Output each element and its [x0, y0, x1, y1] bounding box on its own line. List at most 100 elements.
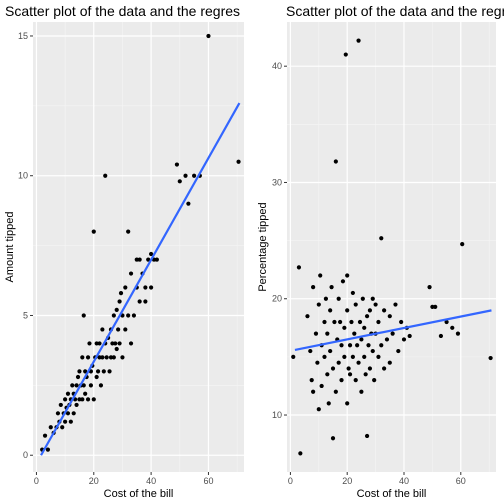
x-axis-title: Cost of the bill	[104, 488, 174, 500]
data-point	[77, 369, 82, 374]
data-point	[117, 341, 122, 346]
data-point	[376, 319, 381, 325]
data-point	[311, 285, 316, 290]
data-point	[131, 313, 137, 318]
data-point	[364, 314, 370, 319]
data-point	[342, 325, 347, 330]
data-point	[353, 378, 358, 383]
data-point	[128, 341, 134, 346]
data-point	[328, 348, 333, 354]
data-point	[338, 319, 343, 325]
panel-1: 0 20 40 60 0 5 10 15 Cost of the bill Amount tipp…	[4, 3, 244, 500]
data-point	[87, 341, 92, 346]
data-point	[206, 33, 211, 39]
data-point	[149, 251, 154, 257]
data-point	[104, 355, 109, 360]
data-point	[95, 369, 101, 374]
data-point	[353, 302, 358, 307]
data-point	[450, 325, 455, 330]
data-point	[333, 389, 338, 394]
data-point	[342, 354, 347, 359]
data-point	[42, 433, 48, 438]
data-point	[347, 372, 353, 377]
x-tick-label: 0	[288, 476, 293, 486]
x-tick-label: 20	[342, 476, 352, 486]
data-point	[366, 343, 371, 348]
data-point	[154, 257, 159, 262]
data-point	[352, 331, 357, 336]
data-point	[384, 337, 390, 342]
data-point	[328, 308, 333, 313]
regression-line	[294, 309, 492, 351]
data-point	[83, 369, 88, 374]
data-point	[322, 319, 327, 325]
data-point	[74, 402, 79, 408]
data-point	[345, 273, 350, 278]
data-point	[379, 343, 384, 348]
data-point	[83, 391, 88, 396]
data-point	[88, 383, 94, 388]
data-point	[349, 319, 354, 325]
data-point	[325, 331, 330, 336]
data-point	[360, 296, 365, 301]
plot-title: Scatter plot of the data and the regres	[5, 3, 240, 19]
data-point	[126, 313, 131, 318]
x-tick-label: 40	[399, 476, 409, 486]
data-point	[330, 436, 336, 441]
data-point	[387, 360, 392, 365]
y-tick-label: 10	[18, 171, 28, 181]
data-point	[357, 319, 363, 325]
data-point	[80, 355, 85, 360]
data-point	[367, 308, 373, 313]
x-axis-title: Cost of the bill	[357, 488, 427, 500]
data-point	[433, 304, 438, 309]
data-point	[350, 354, 355, 359]
data-point	[123, 285, 128, 290]
data-point	[137, 299, 142, 304]
data-point	[192, 173, 197, 178]
data-point	[296, 265, 302, 270]
y-tick-label: 40	[272, 61, 282, 71]
data-point	[362, 325, 367, 330]
data-point	[123, 327, 128, 332]
data-point	[114, 307, 119, 312]
x-tick-label: 20	[89, 476, 99, 486]
data-point	[319, 383, 324, 389]
data-point	[143, 285, 148, 290]
y-tick-label: 0	[23, 450, 28, 460]
data-point	[308, 348, 313, 354]
data-point	[120, 355, 125, 360]
data-point	[70, 383, 75, 388]
data-point	[363, 372, 368, 377]
data-point	[318, 273, 323, 278]
data-point	[316, 302, 321, 307]
data-point	[345, 401, 350, 406]
data-point	[382, 308, 387, 313]
data-point	[346, 366, 351, 371]
data-point	[186, 201, 191, 206]
data-point	[379, 236, 384, 241]
data-point	[45, 447, 51, 452]
data-point	[396, 348, 401, 354]
data-point	[313, 331, 319, 336]
data-point	[370, 296, 375, 301]
data-point	[74, 383, 79, 388]
data-point	[75, 374, 81, 380]
data-point	[100, 355, 105, 360]
data-point	[113, 341, 118, 346]
data-point	[367, 366, 373, 371]
data-point	[362, 354, 367, 359]
data-point	[370, 348, 375, 354]
data-point	[345, 308, 350, 313]
data-point	[309, 378, 314, 383]
data-point	[81, 383, 86, 388]
data-point	[316, 407, 321, 412]
data-point	[339, 343, 344, 348]
data-point	[364, 433, 370, 439]
regression-line	[40, 102, 241, 456]
x-tick-label: 0	[34, 476, 39, 486]
data-point	[359, 337, 364, 342]
data-point	[291, 354, 296, 359]
panel-2: 0 20 40 60 10 20 30 40 Cost of the bill Percentag…	[257, 3, 504, 500]
